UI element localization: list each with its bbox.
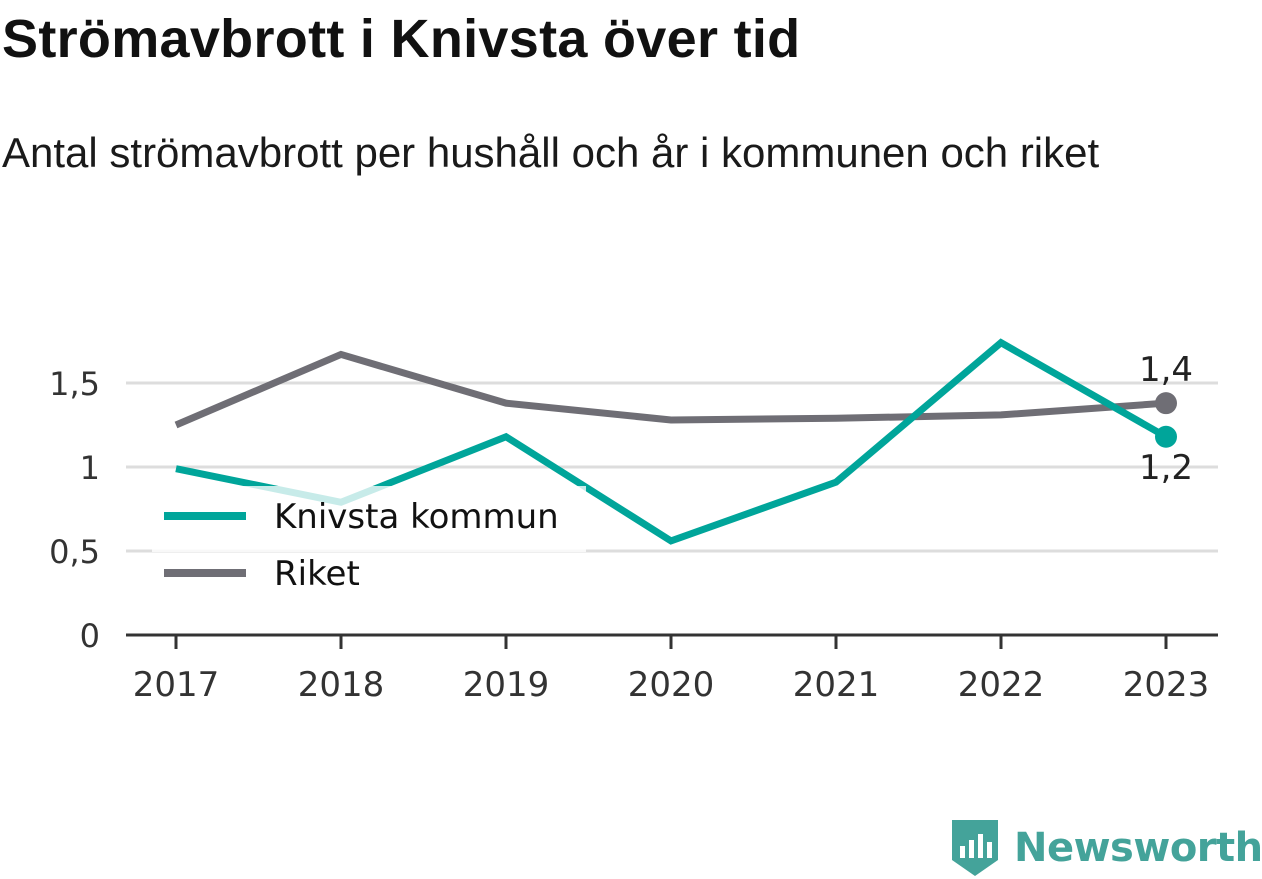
chart-title: Strömavbrott i Knivsta över tid — [2, 9, 801, 69]
series-line-riket — [174, 350, 1167, 429]
legend-label: Riket — [274, 554, 360, 594]
x-tick-label: 2021 — [793, 665, 880, 705]
bar-chart-logo-icon — [952, 820, 998, 876]
x-tick-label: 2019 — [463, 665, 550, 705]
end-value-label: 1,4 — [1139, 350, 1193, 390]
x-tick-label: 2022 — [958, 665, 1045, 705]
y-tick-label: 0 — [80, 617, 100, 655]
end-value-label: 1,2 — [1139, 448, 1193, 488]
line-chart: 0 0,5 1 1,5 2017 2018 2019 2020 2021 2022 2023 1,2 1… — [49, 338, 1218, 705]
x-tick-label: 2023 — [1123, 665, 1210, 705]
y-tick-label: 0,5 — [49, 533, 100, 571]
x-tick-label: 2017 — [133, 665, 220, 705]
y-tick-label: 1,5 — [49, 365, 100, 403]
chart-subtitle: Antal strömavbrott per hushåll och år i … — [2, 129, 1100, 176]
end-point-marker — [1155, 392, 1177, 415]
x-tick-label: 2018 — [298, 665, 385, 705]
legend-label: Knivsta kommun — [274, 497, 559, 537]
end-point-marker — [1155, 425, 1177, 448]
x-tick-label: 2020 — [628, 665, 715, 705]
brand-name: Newsworthy — [1014, 825, 1262, 871]
brand-logo: Newsworthy — [950, 818, 1262, 878]
y-tick-label: 1 — [80, 449, 100, 487]
